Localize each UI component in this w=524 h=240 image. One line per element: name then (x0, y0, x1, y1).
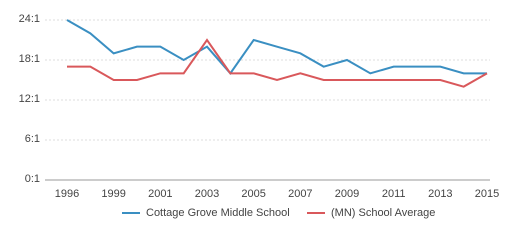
y-tick-label: 6:1 (25, 133, 40, 145)
series-line (66, 19, 487, 75)
x-tick-label: 2001 (148, 188, 172, 200)
y-tick-label: 18:1 (19, 53, 40, 65)
x-tick-label: 2003 (195, 188, 219, 200)
x-tick-label: 1999 (101, 188, 125, 200)
x-tick-label: 2005 (241, 188, 265, 200)
x-tick-label: 1996 (55, 188, 79, 200)
x-tick-label: 2011 (382, 188, 406, 200)
x-tick-label: 2013 (428, 188, 452, 200)
y-tick-label: 0:1 (25, 173, 40, 185)
legend-label: (MN) School Average (331, 207, 435, 219)
y-tick-label: 24:1 (19, 13, 40, 25)
series-line (67, 38, 488, 88)
legend-label: Cottage Grove Middle School (146, 207, 290, 219)
x-tick-label: 2015 (475, 188, 499, 200)
y-tick-label: 12:1 (19, 93, 40, 105)
x-tick-label: 2009 (335, 188, 359, 200)
chart: 0:1 6:1 12:1 18:1 24:1 1996 1999 2001 2003 2005 20… (19, 13, 500, 219)
x-tick-label: 2007 (288, 188, 312, 200)
